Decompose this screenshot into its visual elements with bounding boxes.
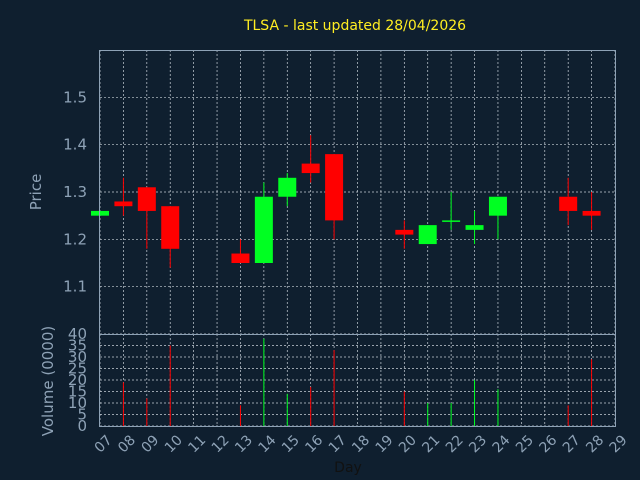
- volume-tick-label: 15: [68, 383, 87, 401]
- candle-body: [137, 187, 156, 211]
- candle-body: [582, 210, 601, 216]
- volume-plot-frame: [99, 334, 616, 427]
- x-tick-label: 16: [302, 432, 326, 456]
- x-tick-label: 09: [139, 432, 163, 456]
- price-panel: 1.1 1.2 1.3 1.4 1.5: [63, 50, 616, 335]
- x-tick-label: 23: [466, 432, 490, 456]
- candle-body: [488, 196, 507, 216]
- x-tick-label: 24: [490, 432, 514, 456]
- candle-body: [301, 163, 320, 174]
- x-tick-label: 22: [443, 432, 467, 456]
- candle-body: [465, 225, 484, 230]
- price-tick-label: 1.5: [63, 88, 87, 106]
- x-tick-label: 15: [279, 432, 303, 456]
- candle-body: [231, 253, 250, 263]
- candle-body: [161, 206, 180, 249]
- x-tick-label: 26: [536, 432, 560, 456]
- volume-axis-label: Volume (0000): [39, 326, 57, 436]
- x-tick-label: 19: [373, 432, 397, 456]
- price-axis-label: Price: [27, 174, 45, 211]
- volume-tick-label: 10: [68, 394, 87, 412]
- volume-tick-label: 25: [68, 360, 87, 378]
- x-tick-label: 08: [115, 432, 139, 456]
- x-tick-label: 07: [92, 432, 116, 456]
- candle-body: [395, 229, 414, 235]
- candle-body: [559, 196, 578, 211]
- x-axis-label: Day: [334, 460, 362, 476]
- volume-tick-label: 40: [68, 325, 87, 343]
- price-tick-label: 1.3: [63, 183, 87, 201]
- x-tick-label: 13: [232, 432, 256, 456]
- price-tick-label: 1.2: [63, 230, 87, 248]
- candle-body: [418, 225, 437, 245]
- x-tick-label: 28: [583, 432, 607, 456]
- price-tick-label: 1.4: [63, 136, 87, 154]
- candle-body: [278, 177, 297, 197]
- x-tick-label: 11: [185, 432, 209, 456]
- x-tick-label: 10: [162, 432, 186, 456]
- x-tick-label: 14: [256, 432, 280, 456]
- candle-body: [114, 201, 133, 207]
- volume-tick-label: 35: [68, 337, 87, 355]
- x-tick-label: 18: [349, 432, 373, 456]
- chart-title: TLSA - last updated 28/04/2026: [243, 18, 466, 34]
- x-tick-label: 21: [419, 432, 443, 456]
- x-tick-label: 29: [607, 432, 631, 456]
- volume-tick-label: 30: [68, 348, 87, 366]
- volume-tick-label: 0: [77, 417, 87, 435]
- volume-tick-label: 20: [68, 371, 87, 389]
- candle-body: [325, 154, 344, 221]
- volume-tick-label: 5: [77, 406, 87, 424]
- candle-body: [442, 220, 461, 222]
- x-tick-label: 27: [560, 432, 584, 456]
- x-tick-label: 20: [396, 432, 420, 456]
- x-tick-label: 17: [326, 432, 350, 456]
- x-tick-label: 25: [513, 432, 537, 456]
- price-tick-label: 1.1: [63, 278, 87, 296]
- candle-body: [254, 196, 273, 263]
- x-tick-label: 12: [209, 432, 233, 456]
